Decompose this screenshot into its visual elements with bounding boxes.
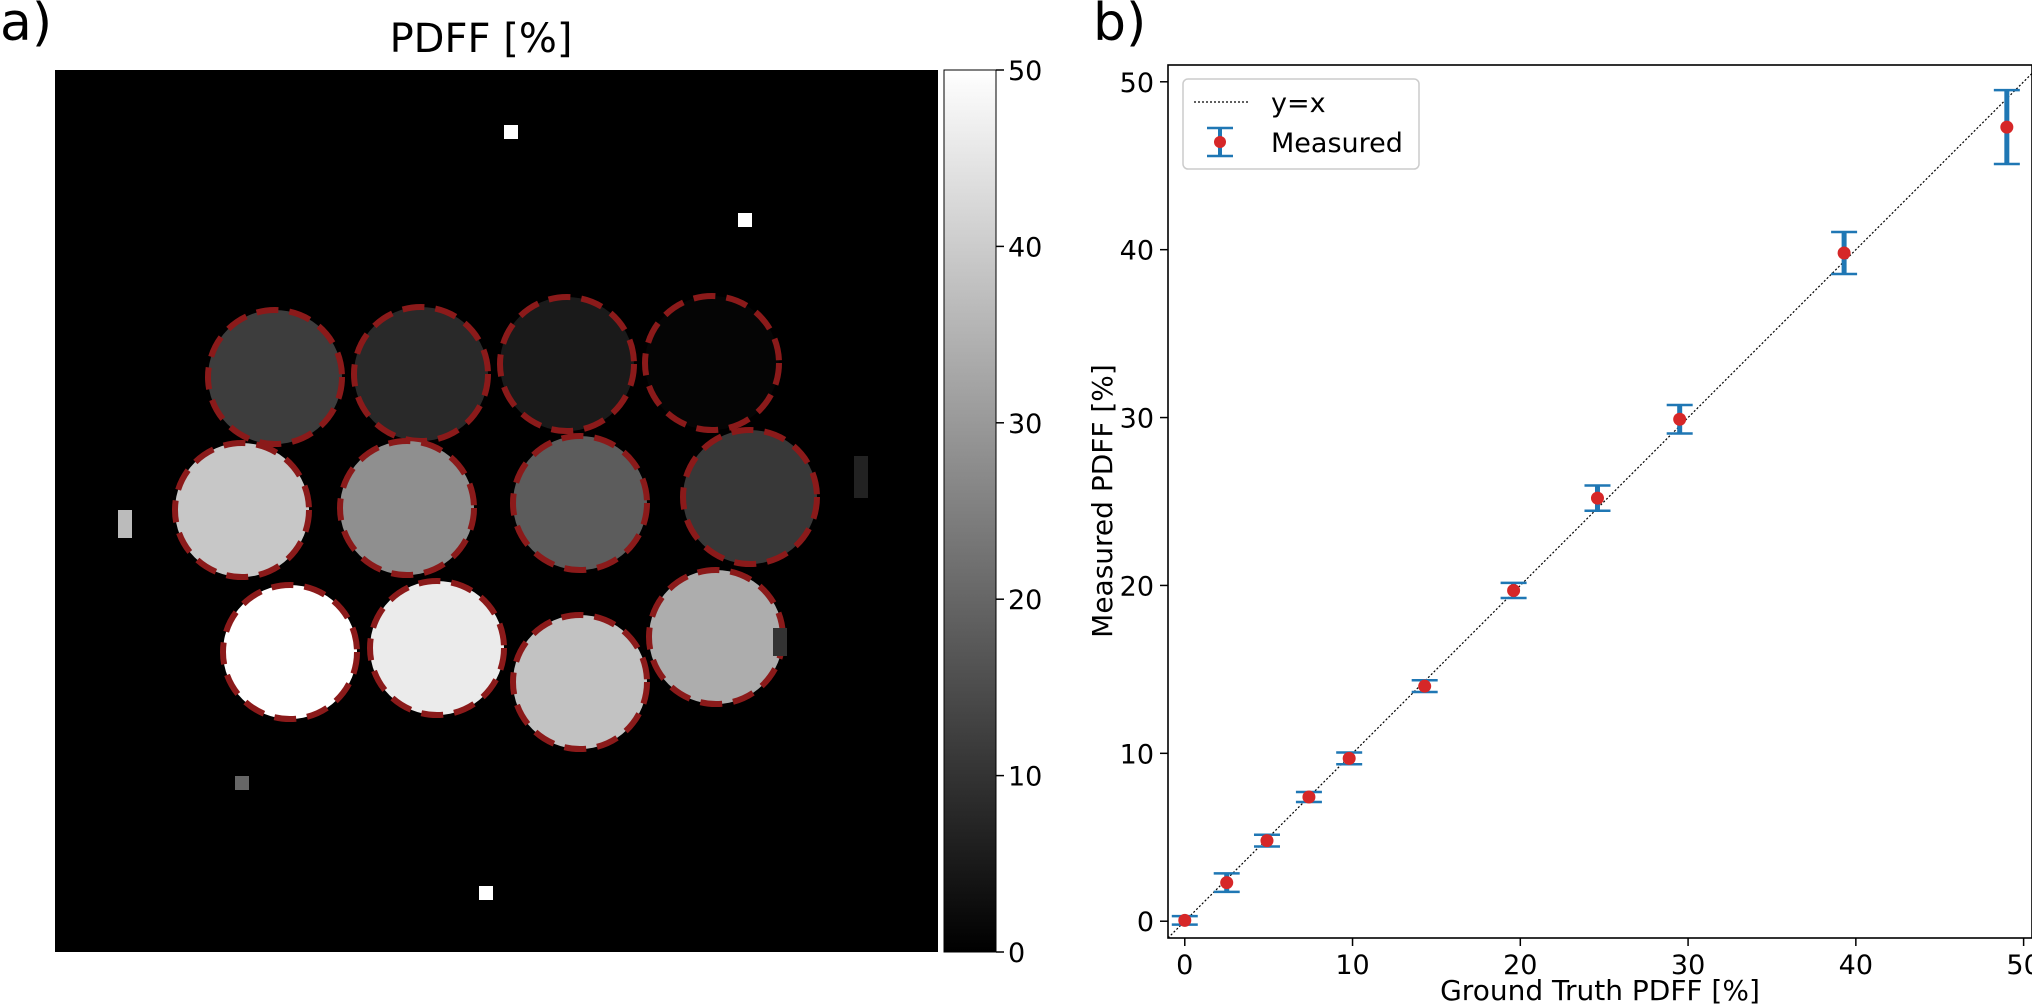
y-tick-label-50: 50 — [1120, 68, 1154, 99]
data-point-0 — [1178, 913, 1192, 927]
artifact-pixel-6 — [773, 628, 787, 656]
phantom-vial-r2-c1 — [175, 443, 309, 577]
x-tick-label-10: 10 — [1335, 950, 1369, 981]
panel-b-label: b) — [1093, 0, 1146, 53]
roi-outline-r2-c3 — [510, 433, 650, 573]
markers — [1178, 120, 2014, 927]
artifact-pixel-5 — [235, 776, 249, 790]
artifact-pixel-1 — [504, 125, 518, 139]
data-point-2 — [1260, 834, 1274, 848]
y-tick-label-30: 30 — [1120, 404, 1154, 435]
x-tick-label-40: 40 — [1839, 950, 1873, 981]
x-tick-label-50: 50 — [2006, 950, 2032, 981]
artifact-pixel-3 — [479, 886, 493, 900]
roi-outline-r1-c1 — [205, 307, 345, 447]
legend-ref-line-label: y=x — [1271, 88, 1326, 119]
colorbar-tick-label-50: 50 — [1008, 56, 1042, 87]
roi-outline-r2-c1 — [172, 440, 312, 580]
phantom-vial-r3-c3 — [513, 615, 647, 749]
y-tick-label-10: 10 — [1120, 739, 1154, 770]
legend-measured-label: Measured — [1271, 128, 1403, 159]
roi-outline-r3-c2 — [367, 578, 507, 718]
y-tick-label-0: 0 — [1137, 907, 1154, 938]
phantom-vial-r1-c4 — [645, 296, 779, 430]
x-tick-label-20: 20 — [1503, 950, 1537, 981]
phantom-vial-r2-c2 — [340, 441, 474, 575]
artifact-pixel-4 — [118, 510, 132, 538]
colorbar-ticks: 0 10 20 30 40 50 — [996, 56, 1042, 969]
pdff-map — [118, 125, 868, 900]
x-axis-label: Ground Truth PDFF [%] — [1440, 974, 1760, 1007]
roi-outline-r3-c3 — [510, 612, 650, 752]
data-point-6 — [1507, 583, 1521, 597]
phantom-vial-r2-c4 — [683, 430, 817, 564]
y-tick-label-20: 20 — [1120, 571, 1154, 602]
legend-measured-swatch — [1207, 126, 1233, 158]
data-point-9 — [1837, 246, 1851, 260]
roi-outline-r3-c1 — [220, 582, 360, 722]
data-point-4 — [1342, 751, 1356, 765]
axis-ticks: 0 10 20 30 40 50 0 10 20 30 40 50 — [1120, 68, 2032, 981]
panel-b: b) 0 10 20 30 40 50 0 10 20 30 40 50 Ground Truth P… — [1086, 0, 2032, 1007]
data-point-7 — [1590, 491, 1604, 505]
data-point-1 — [1220, 876, 1234, 890]
phantom-vial-r3-c2 — [370, 581, 504, 715]
data-point-5 — [1418, 679, 1432, 693]
roi-outline-r1-c4 — [642, 293, 782, 433]
reference-line-y-equals-x — [1167, 72, 2032, 939]
roi-outline-r2-c4 — [680, 427, 820, 567]
y-tick-label-40: 40 — [1120, 236, 1154, 267]
colorbar-tick-label-20: 20 — [1008, 585, 1042, 616]
colorbar-tick-label-40: 40 — [1008, 232, 1042, 263]
phantom-vial-r3-c1 — [223, 585, 357, 719]
panel-a-title: PDFF [%] — [390, 16, 573, 62]
roi-outline-r1-c3 — [497, 294, 637, 434]
roi-outline-r2-c2 — [337, 438, 477, 578]
data-point-10 — [2000, 120, 2014, 134]
colorbar-tick-label-30: 30 — [1008, 409, 1042, 440]
panel-a-label: a) — [0, 0, 52, 53]
roi-outline-r1-c2 — [351, 304, 491, 444]
panel-a: a) PDFF [%] 0 10 20 30 40 50 — [0, 0, 1042, 969]
artifact-pixel-7 — [854, 456, 868, 498]
phantom-vial-r2-c3 — [513, 436, 647, 570]
errorbars — [1171, 88, 2020, 926]
colorbar-tick-label-10: 10 — [1008, 762, 1042, 793]
legend: y=x Measured — [1182, 78, 1420, 170]
data-point-8 — [1673, 412, 1687, 426]
plot-area — [1167, 64, 2032, 939]
phantom-vial-r3-c4 — [649, 570, 783, 704]
x-tick-label-30: 30 — [1671, 950, 1705, 981]
phantom-vial-r1-c1 — [208, 310, 342, 444]
phantom-vial-r1-c2 — [354, 307, 488, 441]
colorbar — [943, 69, 997, 953]
artifact-pixel-2 — [738, 213, 752, 227]
phantom-vial-r1-c3 — [500, 297, 634, 431]
y-axis-label: Measured PDFF [%] — [1086, 364, 1119, 638]
x-tick-label-0: 0 — [1176, 950, 1193, 981]
colorbar-tick-label-0: 0 — [1008, 938, 1025, 969]
data-point-3 — [1302, 790, 1316, 804]
